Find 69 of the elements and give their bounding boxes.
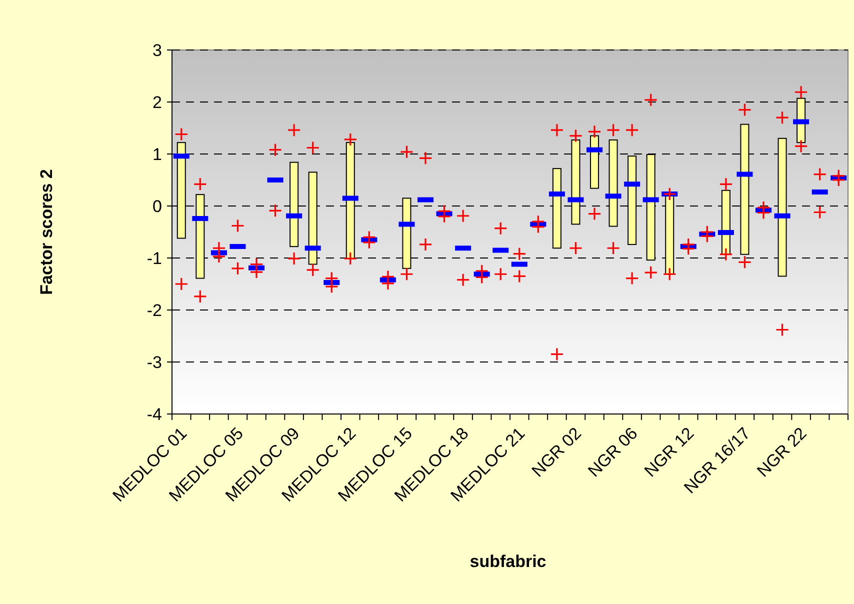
point (476, 271, 488, 284)
point (494, 222, 507, 234)
point (720, 248, 732, 260)
point (382, 277, 394, 290)
y-tick-label: -3 (146, 352, 162, 372)
point (194, 178, 206, 190)
point (232, 220, 244, 232)
point (588, 208, 600, 220)
point (420, 152, 432, 164)
point (814, 168, 826, 180)
y-tick-label: -4 (146, 404, 162, 424)
y-tick-label: 3 (152, 40, 162, 60)
point (644, 94, 657, 106)
point (306, 264, 319, 276)
point (494, 268, 507, 280)
point (758, 206, 770, 219)
y-axis-title: Factor scores 2 (37, 169, 56, 295)
point (175, 278, 188, 290)
point (701, 230, 714, 242)
point (344, 252, 356, 265)
point (250, 266, 262, 278)
y-tick-label: -1 (146, 248, 162, 268)
point (664, 268, 676, 280)
point (795, 140, 808, 152)
point (550, 124, 563, 136)
point (306, 142, 319, 154)
point (607, 242, 620, 254)
point (776, 324, 788, 336)
point (814, 206, 826, 218)
point (607, 124, 620, 136)
point (644, 266, 657, 279)
point (288, 124, 300, 136)
y-tick-label: 1 (152, 144, 162, 164)
point (570, 242, 582, 254)
point (626, 124, 638, 136)
point (232, 262, 244, 274)
point (269, 204, 282, 217)
point (457, 210, 470, 222)
y-tick-label: -2 (146, 300, 162, 320)
point (269, 144, 282, 156)
point (457, 274, 470, 286)
point (513, 270, 526, 282)
point (175, 128, 188, 140)
point (570, 130, 582, 142)
point (344, 133, 356, 146)
y-tick-label: 2 (152, 92, 162, 112)
point (738, 256, 751, 268)
point (738, 104, 751, 116)
point (626, 272, 638, 284)
point (720, 178, 732, 190)
point (288, 252, 300, 265)
y-tick-label: 0 (152, 196, 162, 216)
point (420, 238, 432, 250)
point (363, 236, 376, 248)
point (832, 174, 845, 186)
point (664, 188, 676, 200)
point (513, 248, 526, 260)
point (776, 112, 788, 124)
x-axis-title: subfabric (470, 552, 546, 571)
point (326, 280, 338, 293)
point (532, 220, 544, 233)
point (400, 146, 413, 158)
point (682, 242, 694, 255)
point (212, 250, 225, 262)
point (194, 290, 206, 302)
point (550, 348, 563, 360)
point (795, 86, 808, 98)
point (588, 126, 600, 138)
point (400, 268, 413, 280)
